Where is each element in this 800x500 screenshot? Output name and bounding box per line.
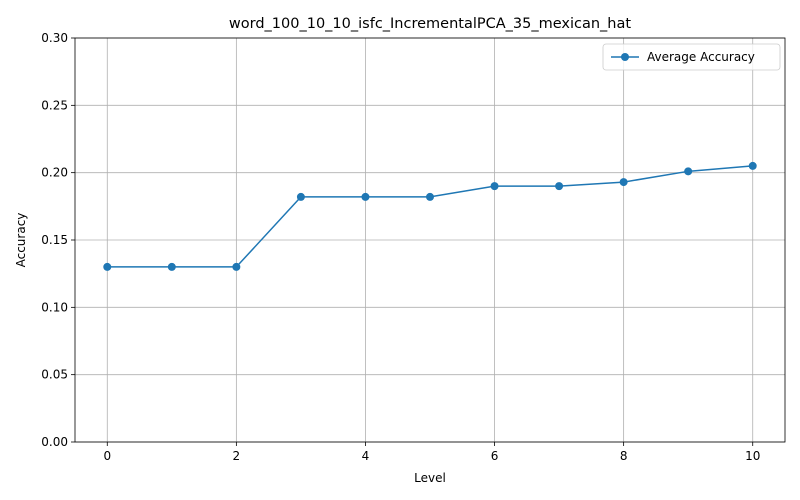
y-tick-label: 0.00 (41, 435, 68, 449)
y-tick-label: 0.20 (41, 166, 68, 180)
x-axis-label: Level (414, 471, 446, 485)
data-point (619, 178, 628, 187)
data-point (555, 182, 564, 191)
x-tick-label: 10 (745, 449, 760, 463)
y-tick-label: 0.30 (41, 31, 68, 45)
legend-label: Average Accuracy (647, 50, 755, 64)
data-point (684, 167, 693, 176)
axes: 0 2 4 6 8 10 0.00 0.05 0.10 0.15 0.20 0.25 0.30 (41, 31, 786, 463)
x-tick-label: 4 (362, 449, 370, 463)
x-tick-label: 2 (233, 449, 241, 463)
data-point (490, 182, 499, 191)
data-point (232, 262, 241, 271)
data-point (167, 262, 176, 271)
y-axis-label: Accuracy (14, 213, 28, 268)
legend-box (602, 43, 781, 71)
x-tick-label: 6 (491, 449, 499, 463)
y-tick-label: 0.05 (41, 368, 68, 382)
data-point (296, 192, 305, 201)
data-point (361, 192, 370, 201)
series-layer (103, 161, 757, 271)
y-tick-label: 0.25 (41, 98, 68, 112)
legend-marker (621, 53, 629, 61)
data-point (748, 161, 757, 170)
legend: Average Accuracy (602, 43, 781, 71)
x-tick-label: 8 (620, 449, 628, 463)
y-tick-label: 0.10 (41, 300, 68, 314)
y-tick-label: 0.15 (41, 233, 68, 247)
x-tick-label: 0 (103, 449, 111, 463)
chart-title: word_100_10_10_isfc_IncrementalPCA_35_me… (229, 16, 631, 32)
data-point (103, 262, 112, 271)
data-point (426, 192, 434, 201)
